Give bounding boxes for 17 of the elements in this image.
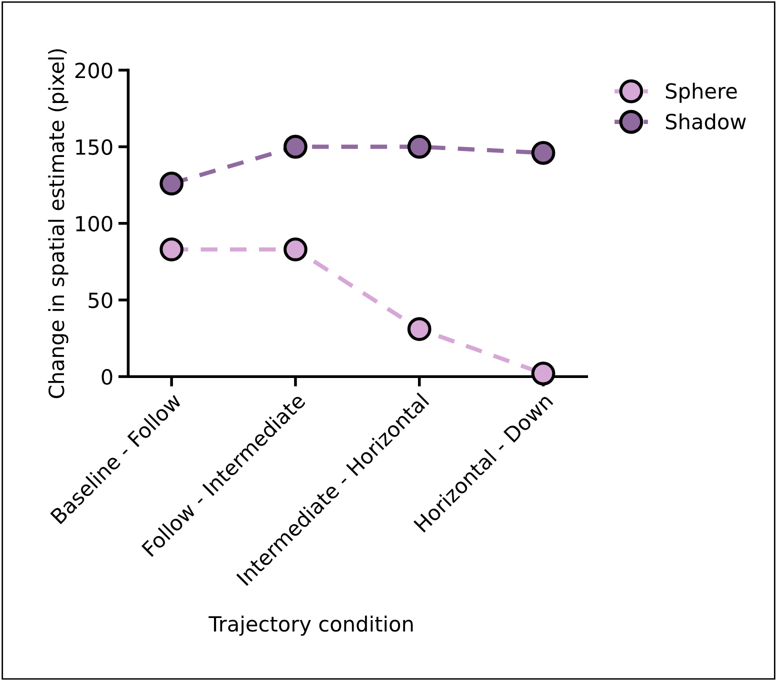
y-tick-label: 50 bbox=[88, 292, 112, 308]
point bbox=[160, 172, 184, 196]
legend-label: Shadow bbox=[666, 113, 746, 130]
point bbox=[531, 362, 556, 386]
y-tick-label: 150 bbox=[76, 139, 112, 155]
point bbox=[160, 237, 184, 262]
x-axis-title: Trajectory condition bbox=[208, 616, 413, 636]
point bbox=[407, 317, 432, 342]
y-tick-label: 100 bbox=[76, 216, 112, 232]
y-axis-title: Change in spatial estimate (pixel) bbox=[48, 49, 68, 398]
y-tick-label: 200 bbox=[75, 62, 112, 78]
point bbox=[407, 134, 432, 159]
legend-label: Sphere bbox=[666, 82, 737, 103]
point bbox=[284, 134, 308, 159]
point bbox=[531, 140, 556, 165]
point bbox=[284, 237, 308, 262]
y-tick-label: 0 bbox=[102, 369, 112, 385]
